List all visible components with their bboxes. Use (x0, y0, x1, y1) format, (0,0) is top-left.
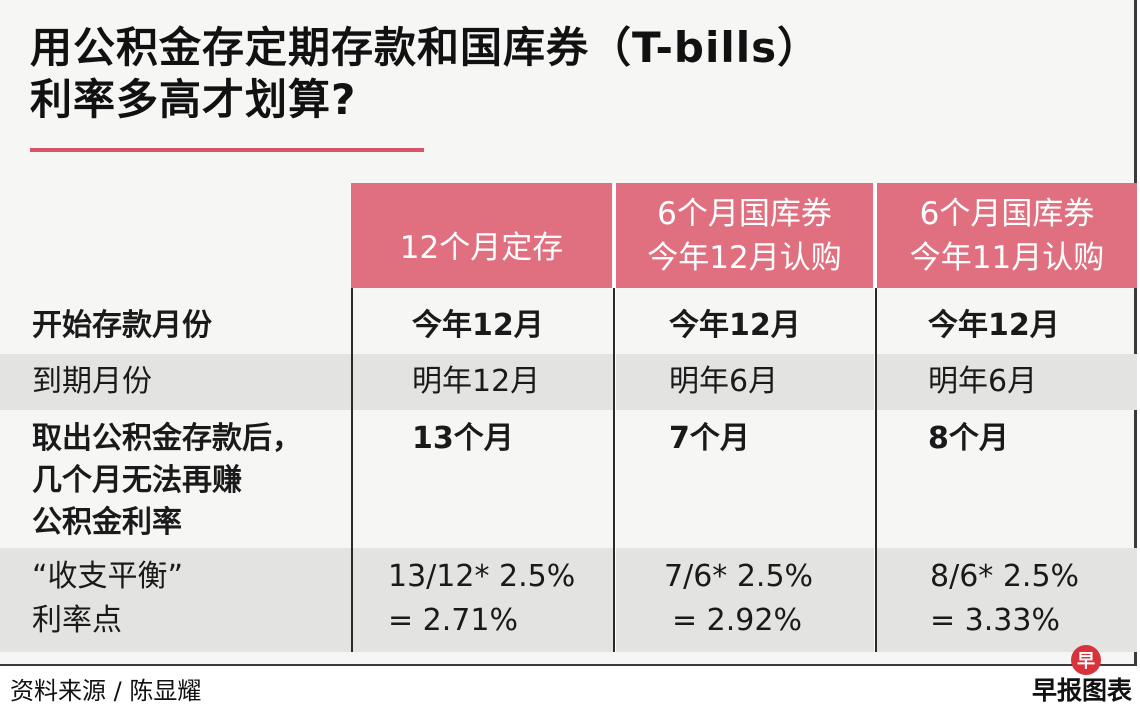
table-row-start-month: 开始存款月份 今年12月 今年12月 今年12月 (0, 296, 1137, 354)
column-divider (613, 288, 615, 652)
page-title: 用公积金存定期存款和国库券（T-bills） 利率多高才划算? (30, 22, 820, 126)
row-label: 公积金利率 (32, 505, 182, 540)
title-line-2: 利率多高才划算? (30, 75, 357, 124)
table-cell: 明年6月 (928, 364, 1038, 399)
source-credit: 资料来源 / 陈显耀 (10, 677, 202, 705)
table-cell: = 3.33% (930, 603, 1060, 638)
column-header-tbill-dec: 6个月国库券 今年12月认购 (616, 183, 873, 288)
table-row-months-without-interest: 取出公积金存款后， 几个月无法再赚 公积金利率 13个月 7个月 8个月 (0, 410, 1137, 548)
column-header-label: 今年12月认购 (647, 239, 842, 276)
title-line-1: 用公积金存定期存款和国库券（T-bills） (30, 23, 821, 72)
table-cell: 13个月 (412, 421, 514, 456)
row-label: 开始存款月份 (32, 308, 212, 343)
title-underline (30, 148, 424, 152)
column-header-label: 6个月国库券 (657, 195, 832, 232)
column-header-tbill-nov: 6个月国库券 今年11月认购 (877, 183, 1137, 288)
zaobao-logo-icon: 早 (1071, 645, 1101, 675)
table-cell: 13/12* 2.5% (388, 559, 576, 594)
row-label: 到期月份 (32, 364, 152, 399)
column-header-label: 12个月定存 (399, 229, 564, 266)
row-label: 利率点 (32, 603, 122, 638)
infographic-card: 用公积金存定期存款和国库券（T-bills） 利率多高才划算? 12个月定存 6… (0, 0, 1137, 666)
table-cell: 今年12月 (669, 308, 801, 343)
column-header-label: 6个月国库券 (919, 195, 1095, 232)
table-cell: = 2.71% (388, 603, 518, 638)
row-label: “收支平衡” (32, 559, 184, 594)
column-divider (875, 288, 877, 652)
column-header-12m-deposit: 12个月定存 (351, 183, 612, 288)
column-header-label: 今年11月认购 (909, 239, 1105, 276)
table-cell: 今年12月 (928, 308, 1060, 343)
table-cell: 7/6* 2.5% (664, 559, 814, 594)
table-cell: 明年12月 (412, 364, 541, 399)
table-cell: 8/6* 2.5% (930, 559, 1080, 594)
row-label: 几个月无法再赚 (32, 463, 242, 498)
table-row-maturity-month: 到期月份 明年12月 明年6月 明年6月 (0, 354, 1137, 410)
table-cell: 明年6月 (669, 364, 779, 399)
table-cell: 今年12月 (412, 308, 544, 343)
table-cell: 8个月 (928, 421, 1009, 456)
table-cell: = 2.92% (672, 603, 802, 638)
row-label: 取出公积金存款后， (32, 421, 302, 456)
table-cell: 7个月 (669, 421, 750, 456)
chart-credit: 早报图表 (1031, 676, 1132, 705)
table-row-breakeven-rate: “收支平衡” 利率点 13/12* 2.5% = 2.71% 7/6* 2.5%… (0, 548, 1137, 652)
column-divider (351, 288, 353, 652)
